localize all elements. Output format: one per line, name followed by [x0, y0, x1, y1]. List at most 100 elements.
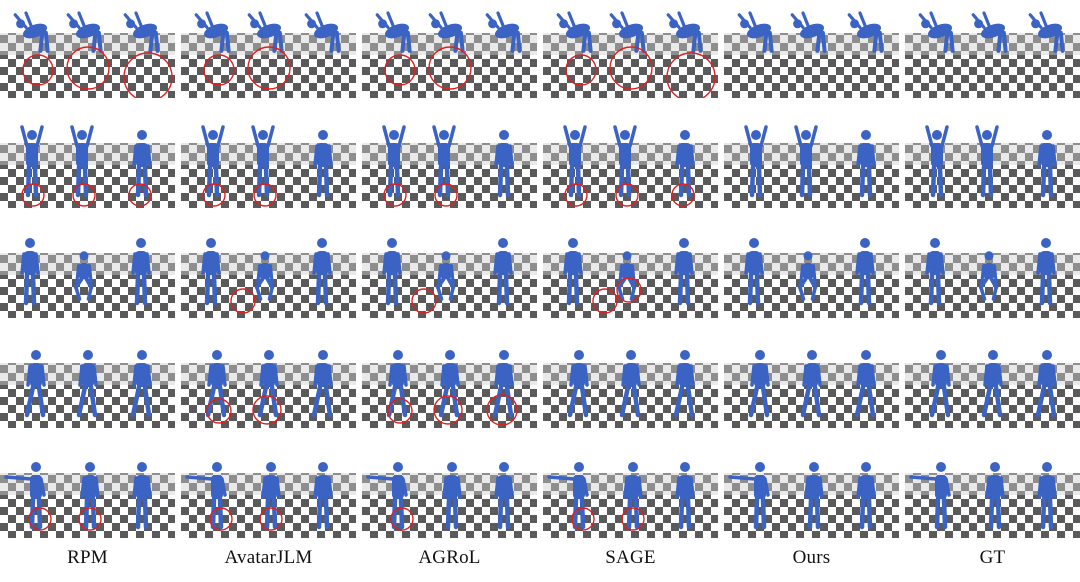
error-highlight-circle [78, 507, 102, 531]
human-body-mesh [674, 238, 694, 306]
human-body-mesh [382, 125, 406, 198]
human-body-mesh [311, 350, 333, 418]
human-body-mesh [435, 251, 456, 301]
error-highlight-circle [230, 288, 256, 314]
human-body-mesh [313, 462, 333, 530]
human-body-mesh [981, 350, 1003, 418]
render-gt-arms-raised-standing [905, 113, 1080, 208]
error-highlight-circle [571, 507, 595, 531]
error-highlight-circle [565, 54, 597, 86]
human-body-mesh [737, 11, 774, 53]
render-ours-arm-extended-walk [724, 443, 899, 538]
human-body-mesh [854, 350, 876, 418]
error-highlight-circle [433, 395, 463, 425]
human-body-mesh [304, 11, 341, 53]
checkerboard-floor [543, 253, 718, 318]
column-label-gt: GT [979, 547, 1006, 568]
checkerboard-floor [905, 33, 1080, 98]
human-body-mesh [563, 238, 583, 306]
human-body-mesh [313, 130, 333, 198]
error-highlight-circle [609, 46, 653, 90]
human-body-mesh [623, 462, 643, 530]
human-body-mesh [978, 251, 999, 301]
human-body-mesh [132, 462, 152, 530]
human-body-mesh [666, 11, 703, 53]
checkerboard-floor [362, 33, 537, 98]
human-body-mesh [748, 350, 770, 418]
error-highlight-circle [564, 183, 588, 207]
human-body-mesh [1035, 350, 1057, 418]
error-highlight-circle [615, 183, 639, 207]
human-body-mesh [247, 11, 284, 53]
human-body-mesh [132, 130, 152, 198]
checkerboard-floor [0, 253, 175, 318]
human-body-mesh [494, 130, 514, 198]
human-body-mesh [485, 11, 522, 53]
checkerboard-floor [543, 33, 718, 98]
error-highlight-circle [592, 288, 618, 314]
render-agrol-arm-extended-walk [362, 443, 537, 538]
human-body-mesh [797, 251, 818, 301]
checkerboard-floor [724, 253, 899, 318]
render-sage-walking [543, 333, 718, 428]
checkerboard-floor [362, 253, 537, 318]
human-body-mesh [20, 125, 44, 198]
render-rpm-arms-raised-standing [0, 113, 175, 208]
error-highlight-circle [22, 54, 54, 86]
human-body-mesh [201, 125, 225, 198]
human-body-mesh [493, 238, 513, 306]
render-sage-arm-extended-walk [543, 443, 718, 538]
render-avatarjlm-arm-extended-walk [181, 443, 356, 538]
human-body-mesh [847, 11, 884, 53]
human-body-mesh [251, 125, 275, 198]
error-highlight-circle [209, 507, 233, 531]
error-highlight-circle [253, 183, 277, 207]
human-body-mesh [855, 238, 875, 306]
human-body-mesh [744, 125, 768, 198]
human-body-mesh [1037, 130, 1057, 198]
human-body-mesh [985, 462, 1005, 530]
error-highlight-circle [428, 46, 472, 90]
render-gt-crouching-turn [905, 223, 1080, 318]
human-body-mesh [257, 350, 279, 418]
human-body-mesh [366, 462, 408, 530]
column-label-avatarjlm: AvatarJLM [224, 547, 313, 568]
human-body-mesh [375, 11, 412, 53]
render-gt-flip-sequence [905, 3, 1080, 98]
human-body-mesh [794, 125, 818, 198]
render-ours-flip-sequence [724, 3, 899, 98]
error-highlight-circle [72, 183, 96, 207]
error-highlight-circle [621, 507, 645, 531]
error-highlight-circle [252, 395, 282, 425]
human-body-mesh [918, 11, 955, 53]
column-label-ours: Ours [792, 547, 831, 568]
human-body-mesh [20, 238, 40, 306]
render-rpm-crouching-turn [0, 223, 175, 318]
human-body-mesh [1028, 11, 1065, 53]
render-rpm-arm-extended-walk [0, 443, 175, 538]
human-body-mesh [194, 11, 231, 53]
human-body-mesh [856, 130, 876, 198]
human-body-mesh [130, 350, 152, 418]
error-highlight-circle [411, 288, 437, 314]
human-body-mesh [492, 350, 514, 418]
checkerboard-floor [181, 253, 356, 318]
human-body-mesh [675, 462, 695, 530]
human-body-mesh [312, 238, 332, 306]
render-agrol-flip-sequence [362, 3, 537, 98]
human-body-mesh [616, 251, 637, 301]
human-body-mesh [131, 238, 151, 306]
error-highlight-circle [390, 507, 414, 531]
render-ours-walking [724, 333, 899, 428]
human-body-mesh [547, 462, 589, 530]
render-sage-arms-raised-standing [543, 113, 718, 208]
render-agrol-walking [362, 333, 537, 428]
column-label-rpm: RPM [67, 547, 108, 568]
render-ours-crouching-turn [724, 223, 899, 318]
human-body-mesh [556, 11, 593, 53]
human-body-mesh [66, 11, 103, 53]
human-body-mesh [442, 462, 462, 530]
human-body-mesh [70, 125, 94, 198]
column-label-sage: SAGE [605, 547, 656, 568]
human-body-mesh [975, 125, 999, 198]
